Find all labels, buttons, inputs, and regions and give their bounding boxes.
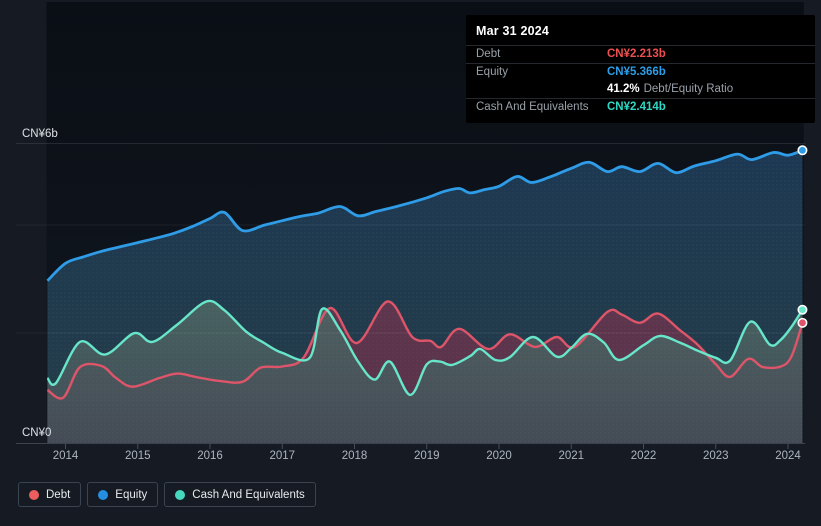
- cash-legend-dot-icon: [175, 489, 186, 500]
- tooltip-cash-value: CN¥2.414b: [607, 101, 666, 113]
- legend-cash-label: Cash And Equivalents: [192, 488, 305, 501]
- x-tick-label: 2020: [486, 450, 512, 462]
- legend-item-cash[interactable]: Cash And Equivalents: [164, 482, 316, 507]
- debt-line: [46, 300, 804, 400]
- x-tick-label: 2015: [125, 450, 151, 462]
- equity-line: [46, 148, 803, 282]
- x-tick-label: 2024: [775, 450, 801, 462]
- x-tick-label: 2014: [53, 450, 79, 462]
- tooltip-equity-value: CN¥5.366b: [607, 66, 666, 78]
- equity-legend-dot-icon: [98, 489, 109, 500]
- y-axis-label-top: CN¥6b: [22, 128, 58, 140]
- equity-end-dot[interactable]: [797, 145, 808, 156]
- x-tick-label: 2022: [631, 450, 657, 462]
- cash-line: [46, 299, 804, 397]
- tooltip-cash-label: Cash And Equivalents: [476, 101, 589, 113]
- cash-end-dot[interactable]: [797, 304, 808, 315]
- tooltip-ratio-label: Debt/Equity Ratio: [643, 83, 734, 95]
- legend-item-equity[interactable]: Equity: [87, 482, 159, 507]
- area-texture: [47, 150, 803, 444]
- tooltip-equity-label: Equity: [476, 66, 508, 78]
- tooltip-row-ratio: 41.2% Debt/Equity Ratio: [466, 81, 815, 98]
- x-tick-label: 2023: [703, 450, 729, 462]
- tooltip-ratio: 41.2% Debt/Equity Ratio: [607, 81, 805, 98]
- chart-tooltip: Mar 31 2024 Debt CN¥2.213b Equity CN¥5.3…: [466, 15, 815, 123]
- debt-end-dot[interactable]: [797, 317, 808, 328]
- x-tick-label: 2021: [558, 450, 584, 462]
- tooltip-row-cash: Cash And Equivalents CN¥2.414b: [466, 98, 815, 123]
- legend-equity-label: Equity: [115, 488, 148, 501]
- tooltip-debt-value: CN¥2.213b: [607, 48, 666, 60]
- tooltip-row-debt: Debt CN¥2.213b: [466, 45, 815, 63]
- chart-legend: Debt Equity Cash And Equivalents: [18, 482, 316, 507]
- x-tick-label: 2017: [269, 450, 295, 462]
- x-tick-label: 2019: [414, 450, 440, 462]
- debt-legend-dot-icon: [29, 489, 39, 500]
- x-tick-label: 2018: [342, 450, 368, 462]
- tooltip-row-equity: Equity CN¥5.366b: [466, 63, 815, 81]
- tooltip-debt-label: Debt: [476, 48, 501, 60]
- legend-debt-label: Debt: [46, 488, 71, 501]
- y-axis-label-zero: CN¥0: [22, 427, 51, 439]
- tooltip-date: Mar 31 2024: [476, 24, 550, 38]
- tooltip-ratio-value: 41.2%: [607, 83, 640, 95]
- x-tick-label: 2016: [197, 450, 223, 462]
- legend-item-debt[interactable]: Debt: [18, 482, 82, 507]
